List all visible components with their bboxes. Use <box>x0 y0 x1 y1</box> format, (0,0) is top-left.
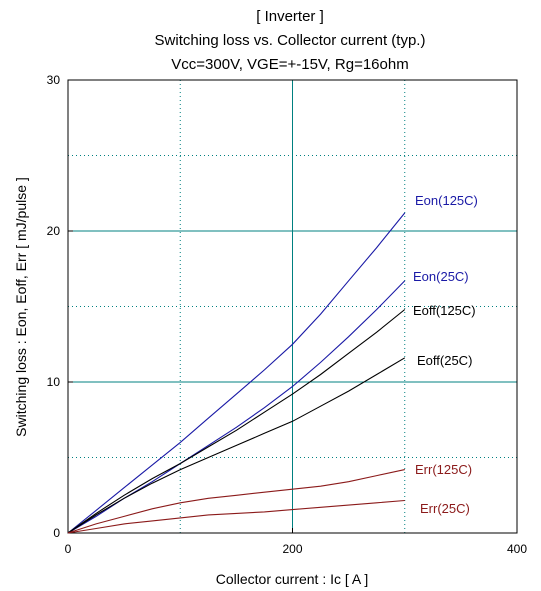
series-label: Eon(25C) <box>413 269 469 284</box>
y-tick-label: 10 <box>47 375 61 389</box>
series-label: Eoff(25C) <box>417 353 472 368</box>
series-line-err-25c <box>67 499 405 534</box>
series-line-eoff-25c <box>67 357 406 534</box>
series-label: Err(25C) <box>420 501 470 516</box>
title-line-2: Switching loss vs. Collector current (ty… <box>155 32 426 49</box>
y-axis-label: Switching loss : Eon, Eoff, Err [ mJ/pul… <box>13 177 29 437</box>
y-tick-label: 0 <box>53 526 60 540</box>
series-line-err-125c <box>67 469 405 534</box>
x-tick-label: 400 <box>507 542 527 556</box>
series-label: Err(125C) <box>415 462 472 477</box>
x-tick-label: 0 <box>65 542 72 556</box>
y-tick-label: 30 <box>47 73 61 87</box>
series-labels: Eon(125C) Eon(25C) Eoff(125C) Eoff(25C) Err(… <box>413 193 478 516</box>
title-line-3: Vcc=300V, VGE=+-15V, Rg=16ohm <box>171 56 408 73</box>
series-label: Eoff(125C) <box>413 303 476 318</box>
grid <box>68 80 517 533</box>
chart-title: [ Inverter ] Switching loss vs. Collecto… <box>155 8 426 73</box>
y-tick-label: 20 <box>47 224 61 238</box>
series-label: Eon(125C) <box>415 193 478 208</box>
series-group <box>67 212 406 534</box>
series-line-eoff-125c <box>67 309 406 534</box>
title-line-1: [ Inverter ] <box>256 8 324 25</box>
series-line-eon-125c <box>67 212 406 534</box>
x-tick-label: 200 <box>282 542 302 556</box>
x-axis-label: Collector current : Ic [ A ] <box>216 571 369 587</box>
